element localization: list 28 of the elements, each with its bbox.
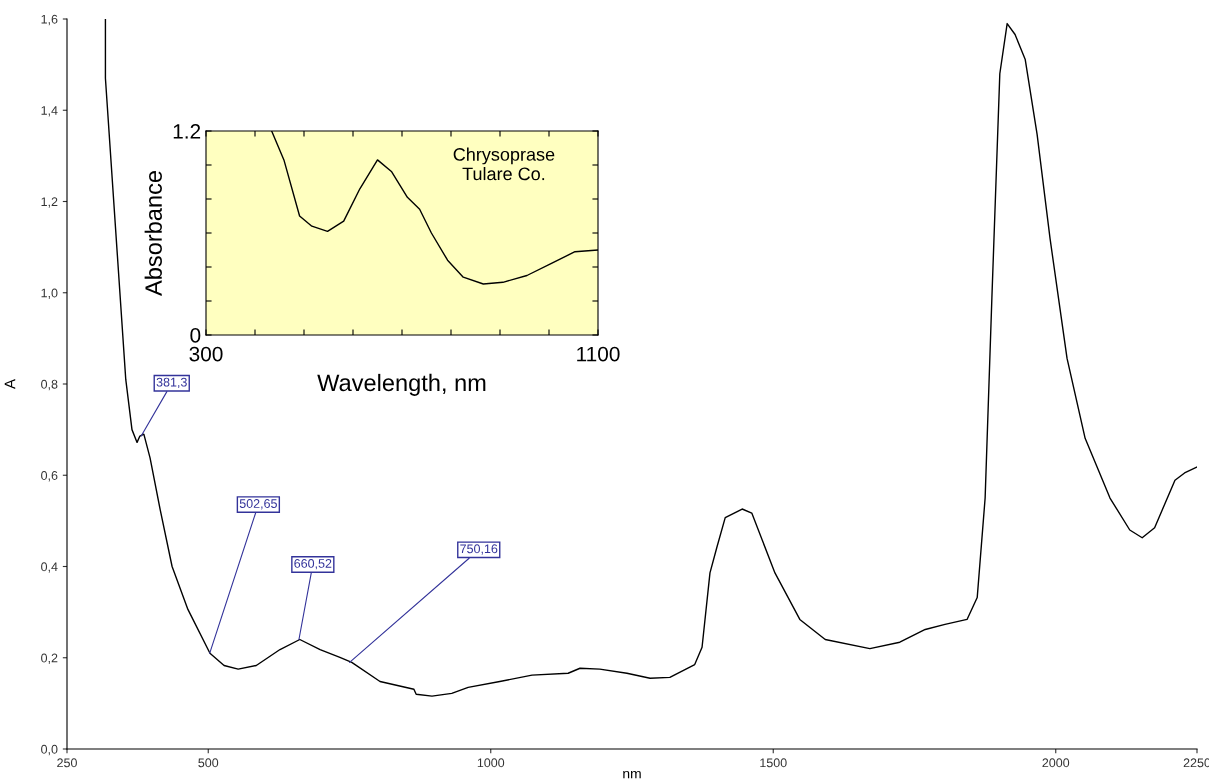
x-tick-label: 250 [57,758,77,768]
y-tick-label: 1,0 [41,288,58,299]
annotation: Chrysoprase Tulare Co. [453,147,555,181]
line-series [104,19,1197,697]
y-tick-label: 1,2 [41,197,58,208]
y-tick-label: 0,0 [41,744,58,756]
y-tick-label: 1,4 [41,106,58,117]
y-tick-label: 1.2 [173,124,201,139]
x-tick-label: 2000 [1042,758,1070,768]
y-tick-label: 0,4 [41,562,58,573]
y-tick-label: 0,2 [41,653,58,664]
x-tick-label: 500 [198,758,219,768]
x-tick-label: 1500 [760,758,787,768]
annotation: 750,16 [460,544,498,555]
y-tick-label: 0,8 [41,379,58,391]
y-tick-label: 0 [190,328,201,343]
y-tick-label: 1,6 [41,14,58,26]
x-tick-label: 1100 [577,346,620,362]
x-tick-label: 300 [189,346,223,362]
annotation: 660,52 [294,559,332,570]
annotation: 502,65 [239,499,277,510]
y-tick-label: 0,6 [41,471,58,482]
x-axis-title: Wavelength, nm [317,373,486,396]
x-tick-label: 1000 [477,758,505,768]
annotation: 381,3 [156,377,187,389]
y-axis-title: Absorbance [144,171,162,296]
y-axis-title: A [4,378,16,390]
x-axis-title: nm [623,770,641,779]
